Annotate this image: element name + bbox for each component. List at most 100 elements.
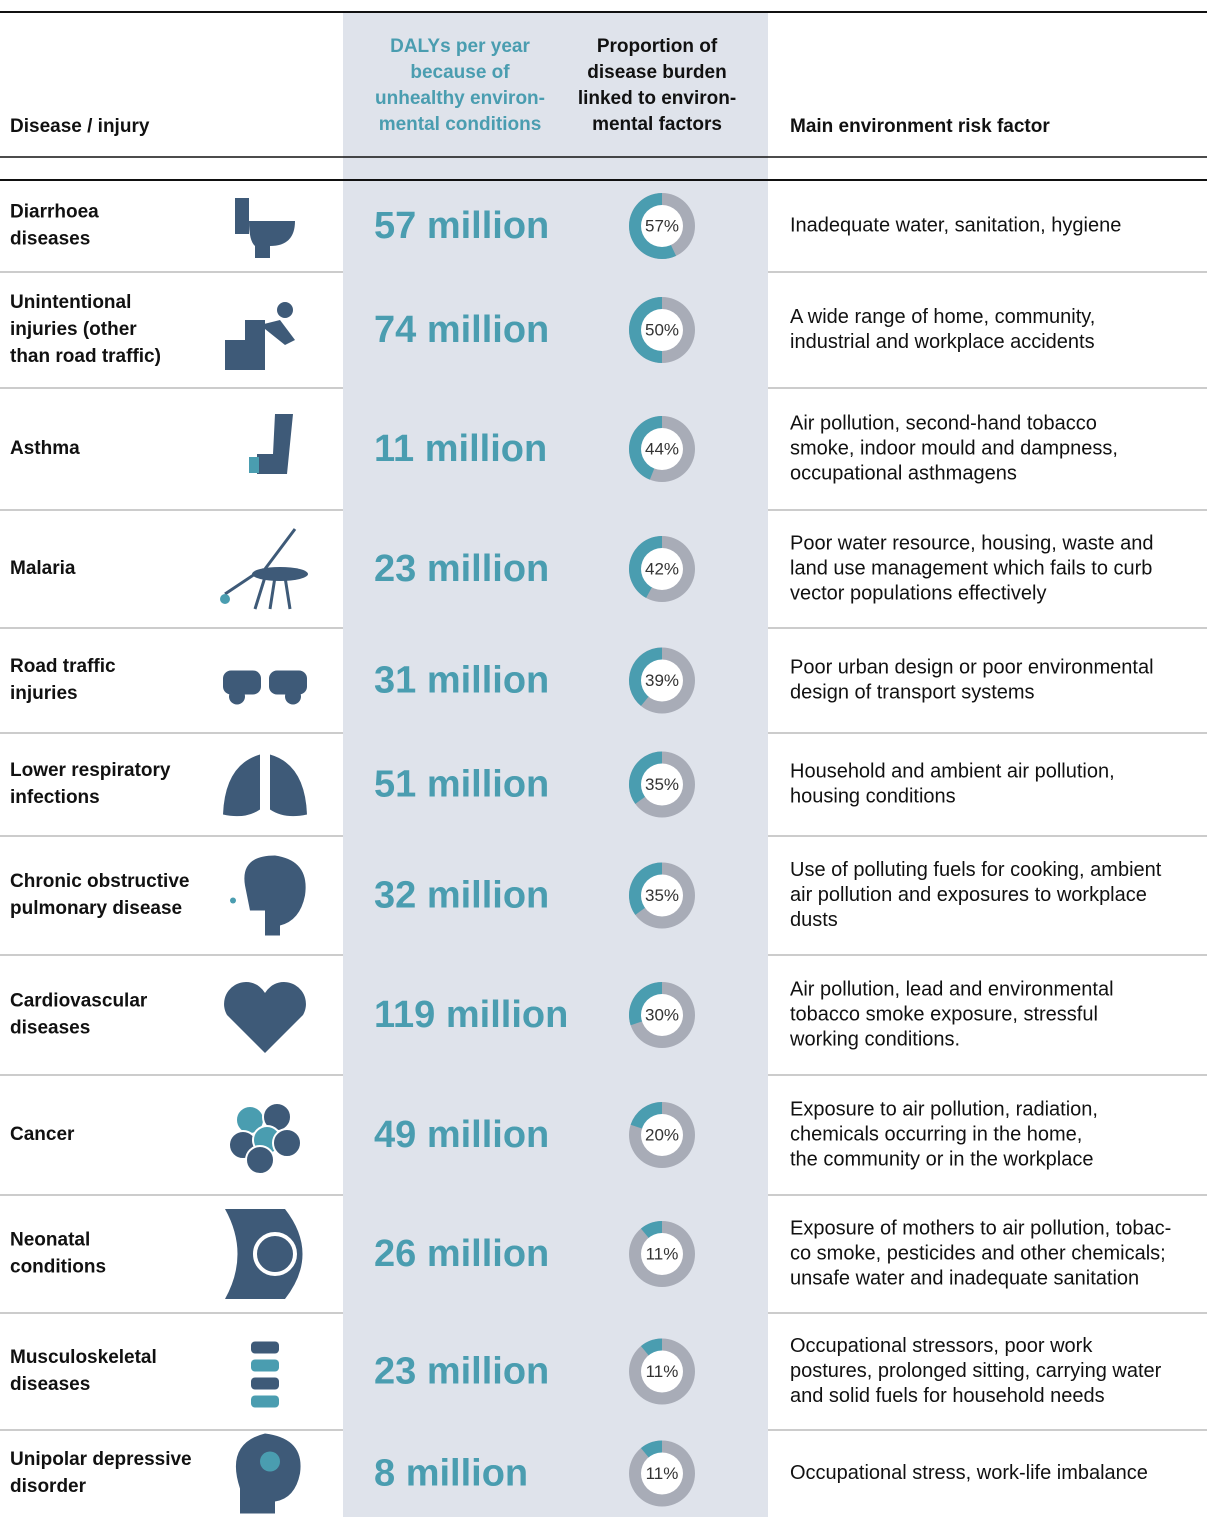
disease-name: Asthma	[10, 438, 80, 459]
disease-name: diseases	[10, 229, 90, 250]
icon	[223, 755, 307, 817]
risk-factor: air pollution and exposures to workplace	[790, 884, 1147, 906]
risk-factor: Occupational stressors, poor work	[790, 1335, 1093, 1357]
disease-name: Lower respiratory	[10, 760, 171, 781]
disease-name: Road traffic	[10, 656, 116, 677]
icon	[225, 302, 295, 370]
risk-factor: the community or in the workplace	[790, 1148, 1093, 1170]
risk-factor: co smoke, pesticides and other chemicals…	[790, 1242, 1166, 1264]
risk-factor: Use of polluting fuels for cooking, ambi…	[790, 859, 1162, 881]
icon-shape	[230, 898, 236, 904]
infographic-table: Disease / injury Main environment risk f…	[0, 0, 1207, 1517]
icon-shape	[235, 198, 249, 234]
icon-shape	[229, 689, 245, 705]
dalys-value: 119 million	[374, 994, 568, 1036]
donut-label: 20%	[645, 1125, 679, 1144]
donut-label: 11%	[646, 1464, 679, 1483]
icon-shape	[270, 755, 307, 817]
donut-label: 42%	[645, 559, 679, 578]
disease-name: injuries (other	[10, 319, 137, 340]
icon-shape	[246, 1146, 274, 1174]
risk-factor: Household and ambient air pollution,	[790, 760, 1115, 782]
risk-factor: unsafe water and inadequate sanitation	[790, 1267, 1139, 1289]
icon	[220, 529, 308, 609]
header-share: mental factors	[592, 114, 722, 135]
icon-shape	[277, 302, 293, 318]
dalys-value: 49 million	[374, 1114, 549, 1156]
icon-shape	[224, 982, 306, 1053]
header-share: Proportion of	[597, 36, 718, 57]
disease-name: Neonatal	[10, 1230, 90, 1251]
icon-shape	[244, 856, 305, 936]
icon	[223, 671, 307, 705]
disease-name: disorder	[10, 1476, 87, 1497]
disease-name: injuries	[10, 683, 78, 704]
icon-shape	[251, 1396, 279, 1408]
dalys-value: 57 million	[374, 205, 549, 247]
disease-name: Malaria	[10, 558, 76, 579]
risk-factor: occupational asthmagens	[790, 462, 1017, 484]
icon	[229, 1103, 301, 1174]
risk-factor: working conditions.	[789, 1028, 960, 1050]
donut-label: 35%	[645, 775, 679, 794]
risk-factor: vector populations effectively	[790, 582, 1046, 604]
risk-factor: industrial and workplace accidents	[790, 331, 1095, 353]
dalys-value: 8 million	[374, 1453, 528, 1495]
risk-factor: Inadequate water, sanitation, hygiene	[790, 214, 1121, 236]
risk-factor: Occupational stress, work-life imbalance	[790, 1462, 1148, 1484]
icon-shape	[252, 567, 308, 581]
dalys-value: 31 million	[374, 660, 549, 702]
header-dalys: unhealthy environ-	[375, 88, 545, 109]
dalys-value: 26 million	[374, 1233, 549, 1275]
header-share: linked to environ-	[578, 88, 736, 109]
header-dalys: mental conditions	[379, 114, 542, 135]
risk-factor: A wide range of home, community,	[790, 306, 1095, 328]
risk-factor: chemicals occurring in the home,	[790, 1123, 1082, 1145]
disease-name: Musculoskeletal	[10, 1347, 157, 1368]
disease-name: diseases	[10, 1374, 90, 1395]
icon	[225, 1209, 303, 1299]
icon-shape	[251, 1378, 279, 1390]
header-dalys: because of	[410, 62, 510, 83]
disease-name: diseases	[10, 1018, 90, 1039]
icon	[224, 982, 306, 1053]
disease-name: Diarrhoea	[10, 202, 99, 223]
dalys-value: 23 million	[374, 548, 549, 590]
icon-shape	[236, 1434, 301, 1514]
donut-label: 11%	[646, 1362, 679, 1381]
header-risk: Main environment risk factor	[790, 116, 1050, 137]
disease-name: conditions	[10, 1257, 106, 1278]
risk-factor: Air pollution, second-hand tobacco	[790, 412, 1097, 434]
disease-name: infections	[10, 787, 100, 808]
icon	[235, 198, 295, 258]
risk-factor: postures, prolonged sitting, carrying wa…	[790, 1360, 1162, 1382]
donut-label: 50%	[645, 320, 679, 339]
dalys-value: 23 million	[374, 1351, 549, 1393]
icon-shape	[251, 1360, 279, 1372]
icon	[249, 414, 293, 474]
risk-factor: Poor water resource, housing, waste and	[790, 532, 1154, 554]
icon-shape	[249, 457, 259, 473]
donut-label: 57%	[645, 216, 679, 235]
dalys-value: 32 million	[374, 875, 549, 917]
dalys-value: 51 million	[374, 764, 549, 806]
disease-name: pulmonary disease	[10, 898, 182, 919]
risk-factor: land use management which fails to curb	[790, 557, 1152, 579]
dalys-value: 74 million	[374, 309, 549, 351]
donut-label: 11%	[646, 1244, 679, 1263]
icon	[230, 856, 306, 936]
icon-shape	[249, 221, 295, 258]
dalys-value: 11 million	[374, 428, 547, 470]
header-share: disease burden	[587, 62, 726, 83]
icon-shape	[285, 689, 301, 705]
disease-name: Chronic obstructive	[10, 871, 189, 892]
icon-shape	[251, 1342, 279, 1354]
risk-factor: dusts	[790, 909, 838, 931]
disease-name: Unintentional	[10, 292, 131, 313]
risk-factor: housing conditions	[790, 785, 956, 807]
disease-name: Cancer	[10, 1124, 75, 1145]
icon-shape	[257, 414, 293, 474]
header-disease: Disease / injury	[10, 116, 150, 137]
icon-shape	[225, 1209, 303, 1299]
risk-factor: tobacco smoke exposure, stressful	[790, 1003, 1098, 1025]
